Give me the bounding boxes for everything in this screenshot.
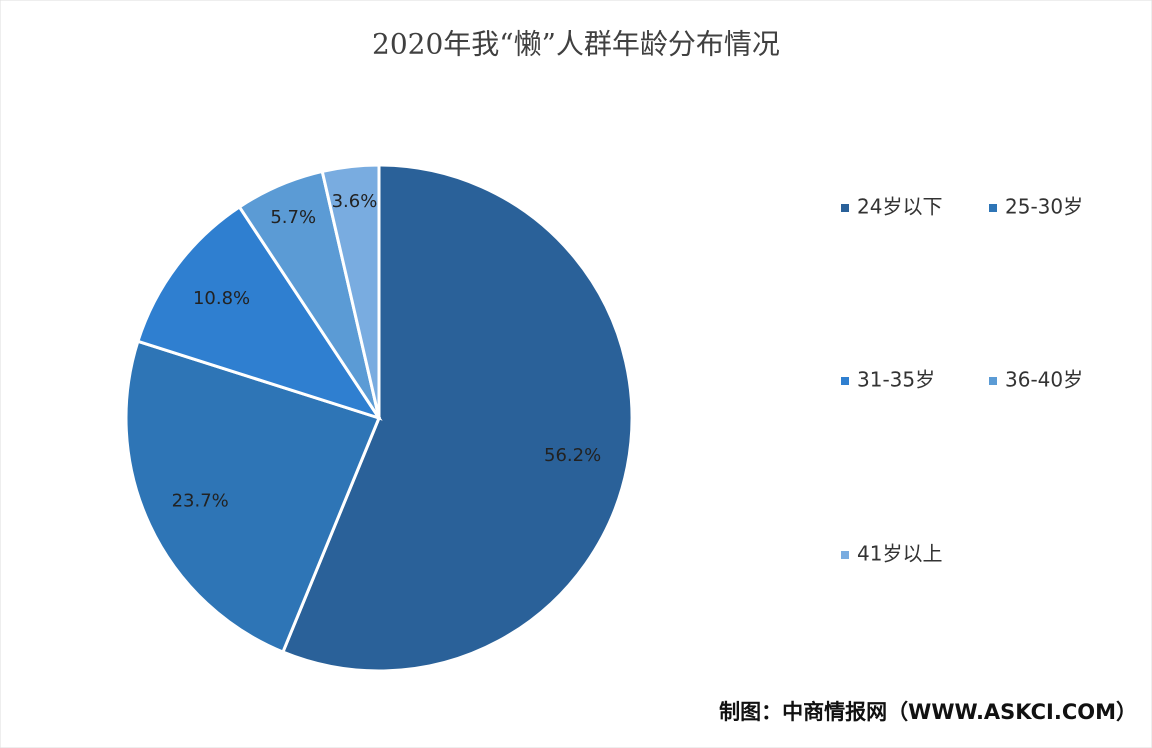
pie-slice	[280, 163, 634, 673]
data-label: 56.2%	[544, 445, 601, 466]
pie-slice	[320, 163, 381, 419]
legend-label: 36-40岁	[1005, 368, 1083, 392]
legend-label: 41岁以上	[857, 542, 942, 566]
data-label: 23.7%	[172, 490, 229, 511]
legend-label: 31-35岁	[857, 368, 935, 392]
legend-swatch	[841, 551, 849, 559]
legend-swatch	[841, 204, 849, 212]
data-label: 3.6%	[332, 191, 378, 212]
legend-label: 24岁以下	[857, 195, 942, 219]
data-label: 5.7%	[270, 207, 316, 228]
legend-label: 25-30岁	[1005, 195, 1083, 219]
source: 制图：中商情报网（WWW.ASKCI.COM）	[719, 700, 1137, 724]
legend-swatch	[841, 377, 849, 385]
chart-title: 2020年我“懒”人群年龄分布情况	[372, 28, 780, 61]
pie-slice	[124, 339, 382, 655]
data-label: 10.8%	[193, 288, 250, 309]
legend-swatch	[989, 204, 997, 212]
pie-slice	[136, 204, 383, 421]
legend-swatch	[989, 377, 997, 385]
